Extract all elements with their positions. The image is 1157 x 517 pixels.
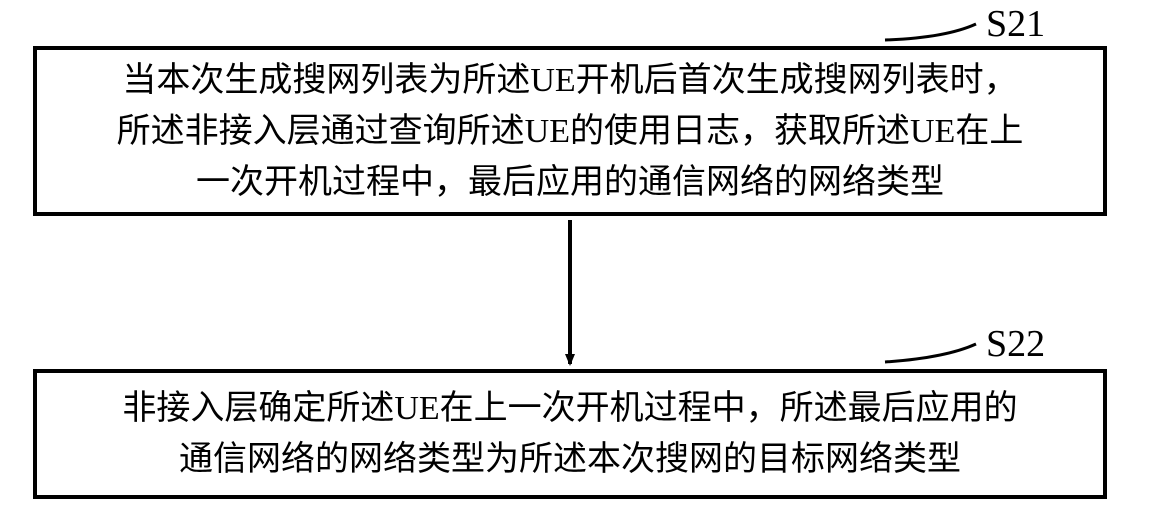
flow-label-s21: S21	[986, 2, 1045, 46]
flow-node-s21-text: 当本次生成搜网列表为所述UE开机后首次生成搜网列表时，所述非接入层通过查询所述U…	[117, 55, 1024, 208]
flow-node-s21: 当本次生成搜网列表为所述UE开机后首次生成搜网列表时，所述非接入层通过查询所述U…	[33, 46, 1107, 216]
flow-callout-s21	[885, 24, 976, 40]
flow-callout-s22	[885, 344, 976, 362]
flowchart-canvas: 当本次生成搜网列表为所述UE开机后首次生成搜网列表时，所述非接入层通过查询所述U…	[0, 0, 1157, 517]
flow-node-s22-text: 非接入层确定所述UE在上一次开机过程中，所述最后应用的通信网络的网络类型为所述本…	[122, 383, 1017, 485]
flow-node-s22: 非接入层确定所述UE在上一次开机过程中，所述最后应用的通信网络的网络类型为所述本…	[33, 369, 1107, 499]
flow-label-s22: S22	[986, 322, 1045, 366]
